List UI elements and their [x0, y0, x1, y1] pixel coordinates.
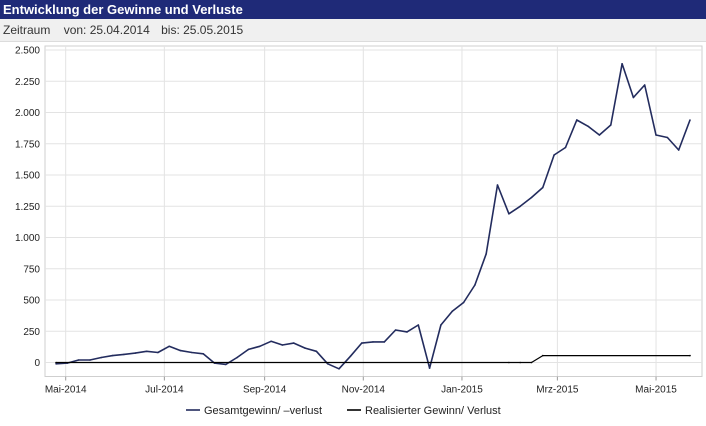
data-point: [451, 310, 454, 313]
data-point: [508, 213, 510, 215]
y-tick-label: 1.000: [15, 233, 40, 244]
data-point: [485, 253, 488, 255]
y-tick-label: 2.500: [15, 46, 40, 57]
data-point: [157, 351, 159, 354]
y-tick-label: 750: [23, 264, 40, 275]
x-tick-label: Nov-2014: [342, 385, 386, 396]
data-point: [440, 324, 442, 326]
data-point: [145, 350, 148, 353]
data-point: [270, 340, 272, 343]
x-tick-label: Mai-2014: [45, 385, 87, 396]
data-point: [643, 84, 646, 86]
data-point: [542, 186, 544, 189]
y-tick-label: 500: [23, 296, 40, 307]
data-point: [326, 363, 329, 365]
data-point: [689, 354, 691, 357]
data-point: [655, 134, 657, 136]
data-point: [564, 146, 567, 149]
data-point: [349, 355, 352, 358]
legend-label-total: Gesamtgewinn/ –verlust: [204, 405, 322, 417]
data-point: [508, 361, 510, 364]
data-point: [462, 301, 465, 304]
data-point: [191, 351, 193, 354]
y-tick-label: 0: [34, 358, 40, 369]
data-point: [394, 329, 397, 331]
data-point: [338, 368, 340, 370]
data-point: [542, 354, 544, 357]
data-point: [236, 356, 238, 359]
data-point: [666, 136, 669, 139]
data-point: [417, 324, 420, 326]
x-tick-label: Mai-2015: [635, 385, 677, 396]
series-line-total: [55, 62, 691, 370]
data-point: [372, 341, 374, 343]
data-point: [474, 284, 476, 286]
data-point: [576, 119, 578, 121]
data-point: [134, 352, 137, 354]
data-point: [111, 354, 114, 357]
y-tick-label: 2.000: [15, 108, 40, 119]
period-bar: Zeitraum von: 25.04.2014 bis: 25.05.2015: [0, 19, 706, 42]
data-point: [689, 119, 691, 121]
data-point: [621, 63, 623, 65]
data-point: [202, 353, 204, 355]
data-point: [168, 345, 170, 348]
data-point: [632, 96, 635, 99]
data-point: [428, 367, 431, 369]
period-to: bis: 25.05.2015: [161, 23, 244, 37]
data-point: [496, 184, 499, 186]
y-tick-label: 250: [23, 327, 40, 338]
x-tick-label: Jul-2014: [145, 385, 184, 396]
data-point: [281, 344, 284, 346]
data-point: [179, 349, 182, 352]
data-point: [406, 331, 408, 333]
x-tick-label: Jan-2015: [441, 385, 483, 396]
data-point: [293, 342, 295, 344]
y-tick-label: 2.250: [15, 77, 40, 88]
data-point: [677, 149, 680, 151]
data-point: [55, 361, 57, 364]
data-point: [89, 359, 91, 361]
period-from: von: 25.04.2014: [63, 23, 150, 37]
data-point: [259, 345, 261, 348]
data-point: [530, 361, 533, 364]
data-point: [77, 359, 80, 361]
data-point: [553, 154, 555, 156]
data-point: [610, 124, 612, 126]
data-point: [519, 361, 521, 364]
data-point: [100, 356, 103, 359]
data-point: [383, 341, 386, 343]
data-point: [587, 125, 589, 128]
data-point: [315, 350, 318, 353]
y-tick-label: 1.250: [15, 202, 40, 213]
data-point: [55, 363, 57, 365]
data-point: [247, 348, 250, 351]
y-tick-label: 1.750: [15, 139, 40, 150]
x-tick-label: Mrz-2015: [536, 385, 579, 396]
data-point: [304, 347, 306, 349]
data-point: [123, 353, 125, 356]
x-tick-label: Sep-2014: [243, 385, 287, 396]
plot-area-border: [44, 45, 703, 377]
profit-loss-chart: 0 250 500 750 1.000 1.250 1.500 1.750 2.000 2.250…: [15, 45, 703, 417]
series-line-realized: [56, 355, 690, 364]
data-point: [530, 196, 533, 199]
data-point: [360, 342, 363, 344]
data-point: [225, 363, 227, 366]
legend-label-realized: Realisierter Gewinn/ Verlust: [365, 405, 501, 417]
chart-title: Entwicklung der Gewinne und Verluste: [0, 0, 706, 19]
data-point: [598, 134, 601, 136]
y-tick-label: 1.500: [15, 171, 40, 182]
data-point: [519, 205, 521, 208]
period-label: Zeitraum: [3, 23, 51, 37]
